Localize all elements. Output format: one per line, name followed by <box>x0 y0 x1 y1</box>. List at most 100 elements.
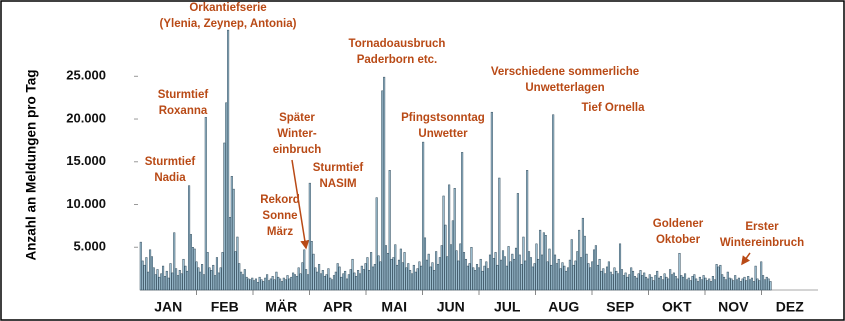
bar <box>674 276 677 291</box>
bar <box>156 269 159 291</box>
bar <box>199 271 202 291</box>
bar <box>605 266 609 291</box>
bar <box>693 274 696 291</box>
bar <box>386 252 389 291</box>
bar <box>422 141 425 291</box>
bar <box>409 270 412 291</box>
x-tick-label: JUL <box>494 299 521 315</box>
bar <box>236 236 239 291</box>
bar <box>154 274 157 291</box>
bar <box>325 274 328 291</box>
bar <box>470 247 473 291</box>
bar <box>280 281 284 291</box>
bar <box>214 275 217 291</box>
bar <box>150 256 153 291</box>
bar <box>585 253 588 291</box>
bar <box>427 253 430 291</box>
annotation: NASIM <box>319 178 356 190</box>
bar <box>457 260 460 291</box>
bar <box>646 278 649 291</box>
bar <box>364 263 367 291</box>
bar <box>362 269 365 291</box>
bar <box>485 261 488 291</box>
bar <box>527 251 531 291</box>
bar <box>258 276 261 291</box>
y-tick-label: 15.000 <box>66 153 106 168</box>
bar <box>721 274 724 291</box>
bar <box>312 253 315 291</box>
bar <box>182 258 185 291</box>
bar <box>691 276 694 291</box>
bar <box>435 251 438 291</box>
bar <box>732 280 735 291</box>
bar <box>524 260 527 291</box>
bar <box>769 281 772 291</box>
bar <box>579 257 583 291</box>
bar <box>604 273 607 291</box>
bar <box>708 278 711 291</box>
bar <box>589 267 592 291</box>
bar <box>697 281 700 291</box>
bar <box>566 267 570 291</box>
bar <box>656 270 659 291</box>
bar <box>189 234 192 291</box>
bar <box>178 270 181 291</box>
bar <box>520 264 523 291</box>
bar <box>297 267 300 291</box>
bar <box>613 267 616 291</box>
bar <box>659 276 662 291</box>
annotation: (Ylenia, Zeynep, Antonia) <box>160 18 297 30</box>
arrow <box>741 252 751 266</box>
bar <box>412 264 415 291</box>
bar <box>180 273 183 291</box>
bar <box>266 274 269 291</box>
bar <box>505 265 508 291</box>
bar <box>496 264 499 291</box>
bar <box>581 217 584 291</box>
bar <box>658 277 661 291</box>
bar <box>539 229 542 291</box>
bar <box>158 276 161 291</box>
bar <box>763 279 766 291</box>
bar <box>396 264 399 291</box>
bar <box>319 273 323 291</box>
bar <box>618 243 622 291</box>
bar <box>710 281 713 291</box>
bar <box>561 262 564 291</box>
bar <box>295 276 298 291</box>
bar <box>318 264 321 291</box>
bar <box>247 278 250 291</box>
bar <box>167 277 170 291</box>
annotation: Roxanna <box>159 105 208 117</box>
x-tick-label: OKT <box>662 299 692 315</box>
bar <box>162 265 165 291</box>
bar <box>282 277 285 291</box>
bar <box>163 276 166 291</box>
bar <box>743 276 746 291</box>
bar <box>756 278 759 291</box>
annotation: Oktober <box>656 234 701 246</box>
bar <box>358 273 362 291</box>
annotation: Verschiedene sommerliche <box>491 66 639 78</box>
bar <box>279 278 282 291</box>
bar <box>745 280 748 291</box>
x-tick-label: MÄR <box>265 299 297 315</box>
bar <box>410 273 414 291</box>
bar <box>301 262 304 291</box>
bar <box>253 280 256 291</box>
bar <box>303 249 306 291</box>
bar <box>342 273 345 291</box>
bar <box>700 279 703 291</box>
bar <box>501 250 505 291</box>
bar <box>494 252 497 291</box>
bar <box>262 281 265 291</box>
bar <box>273 279 276 291</box>
bar <box>334 271 337 291</box>
bar <box>762 275 765 291</box>
annotation: Rekord <box>260 194 300 206</box>
bar <box>221 252 224 291</box>
bar <box>488 254 492 291</box>
bar <box>254 278 257 291</box>
bar <box>331 279 334 291</box>
